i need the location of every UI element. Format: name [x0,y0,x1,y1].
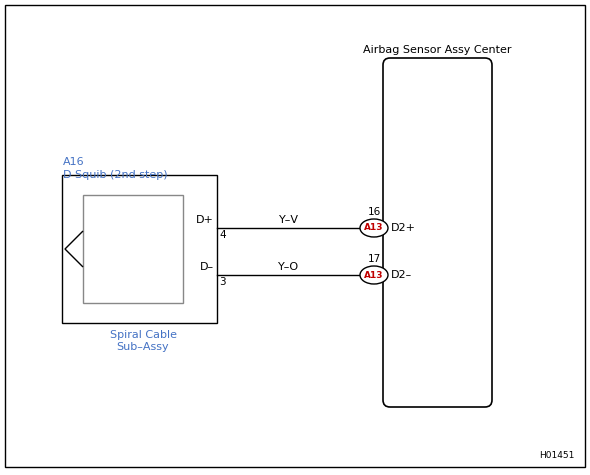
Bar [62,175,217,323]
Ellipse shape [360,219,388,237]
Text: D2–: D2– [391,270,412,280]
Text: 16: 16 [368,207,381,217]
Text: Spiral Cable: Spiral Cable [110,330,176,340]
Text: A13: A13 [364,224,384,232]
Text: D+: D+ [196,215,214,225]
Text: Y–O: Y–O [278,262,299,272]
Text: D–: D– [200,262,214,272]
Text: 3: 3 [219,277,225,287]
Text: 4: 4 [219,230,225,240]
Text: A13: A13 [364,270,384,279]
Text: Y–V: Y–V [278,215,299,225]
Text: D Squib (2nd step): D Squib (2nd step) [63,170,168,180]
Text: 17: 17 [368,254,381,264]
Ellipse shape [360,266,388,284]
Bar [83,195,183,303]
Text: Airbag Sensor Assy Center: Airbag Sensor Assy Center [363,45,512,55]
Text: D2+: D2+ [391,223,416,233]
Text: A16: A16 [63,157,84,167]
Text: H01451: H01451 [540,451,575,460]
Text: Sub–Assy: Sub–Assy [117,342,169,352]
